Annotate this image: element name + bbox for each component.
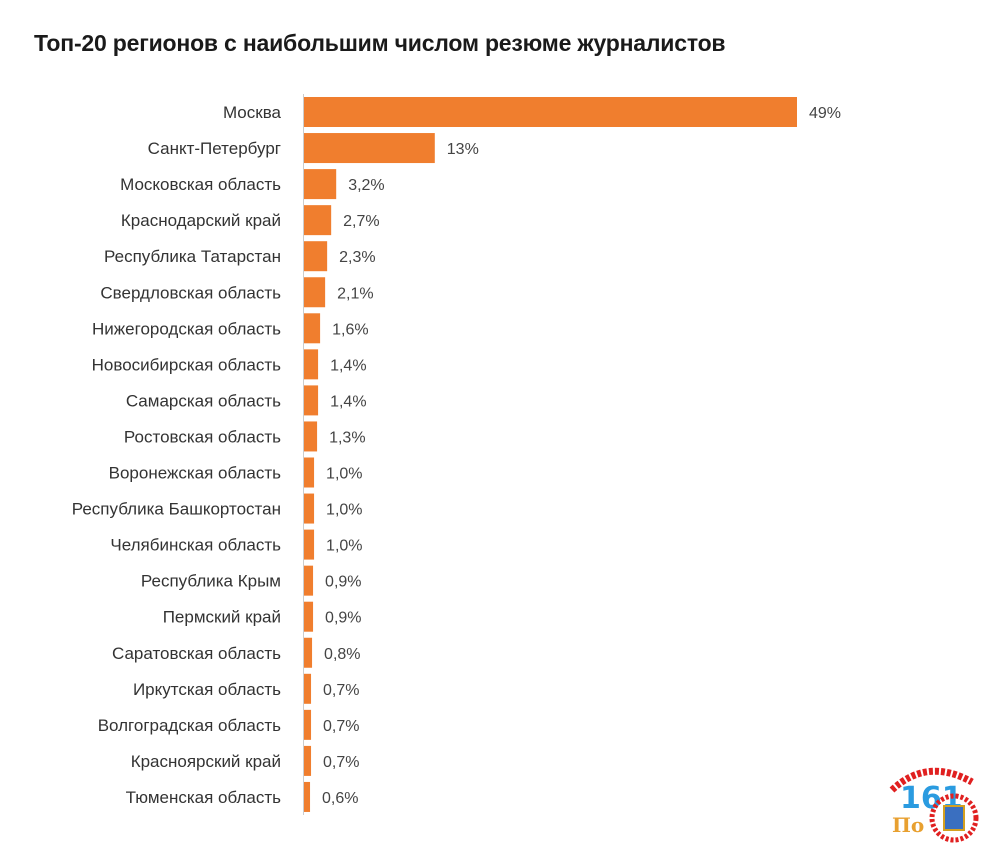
- category-label: Республика Крым: [141, 572, 281, 591]
- bar: [304, 349, 319, 380]
- data-label: 2,7%: [343, 213, 379, 230]
- data-label: 2,1%: [337, 285, 373, 302]
- category-label: Московская область: [120, 175, 281, 194]
- category-label: Пермский край: [163, 608, 281, 627]
- svg-text:По: По: [892, 813, 924, 837]
- category-label: Красноярский край: [131, 752, 281, 771]
- bar: [304, 493, 315, 524]
- bar: [304, 601, 314, 632]
- category-label: Тюменская область: [126, 788, 282, 807]
- bar: [304, 421, 318, 452]
- data-label: 2,3%: [339, 249, 375, 266]
- bar: [304, 565, 314, 596]
- data-label: 1,0%: [326, 466, 362, 483]
- bar: [304, 709, 312, 740]
- category-label: Самарская область: [126, 391, 281, 410]
- watermark-logo: 161 По: [889, 767, 979, 843]
- bar: [304, 133, 435, 164]
- bar: [304, 169, 337, 200]
- bar: [304, 97, 797, 127]
- data-label: 0,7%: [323, 682, 359, 699]
- bar: [304, 745, 312, 776]
- data-label: 13%: [447, 141, 479, 158]
- chart-title: Топ-20 регионов с наибольшим числом резю…: [34, 30, 726, 56]
- data-label: 0,9%: [325, 574, 361, 591]
- bar: [304, 673, 312, 704]
- data-label: 1,0%: [326, 538, 362, 555]
- data-label: 1,4%: [330, 393, 366, 410]
- category-label: Ростовская область: [124, 427, 281, 446]
- data-label: 1,6%: [332, 321, 368, 338]
- bar: [304, 637, 313, 668]
- category-label: Саратовская область: [112, 644, 281, 663]
- data-label: 0,6%: [322, 790, 358, 807]
- bar: [304, 529, 315, 560]
- data-label: 1,4%: [330, 357, 366, 374]
- bar: [304, 313, 321, 344]
- category-label: Волгоградская область: [98, 716, 281, 735]
- category-label: Республика Башкортостан: [72, 500, 281, 519]
- bar: [304, 241, 328, 272]
- category-label: Республика Татарстан: [104, 247, 281, 266]
- data-label: 0,7%: [323, 718, 359, 735]
- data-label: 3,2%: [348, 177, 384, 194]
- bar: [304, 781, 311, 812]
- category-label: Москва: [223, 103, 282, 122]
- bar: [304, 385, 319, 416]
- data-label: 0,7%: [323, 754, 359, 771]
- data-label: 1,0%: [326, 502, 362, 519]
- data-label: 1,3%: [329, 429, 365, 446]
- data-label: 49%: [809, 105, 841, 122]
- category-label: Воронежская область: [109, 464, 282, 483]
- category-label: Нижегородская область: [92, 319, 281, 338]
- category-label: Челябинская область: [110, 536, 281, 555]
- category-label: Иркутская область: [133, 680, 281, 699]
- data-label: 0,9%: [325, 610, 361, 627]
- data-label: 0,8%: [324, 646, 360, 663]
- bar: [304, 205, 332, 236]
- category-label: Краснодарский край: [121, 211, 281, 230]
- category-label: Санкт-Петербург: [148, 139, 281, 158]
- category-label: Новосибирская область: [92, 355, 281, 374]
- category-label: Свердловская область: [100, 283, 281, 302]
- bar: [304, 457, 315, 488]
- bar: [304, 277, 326, 308]
